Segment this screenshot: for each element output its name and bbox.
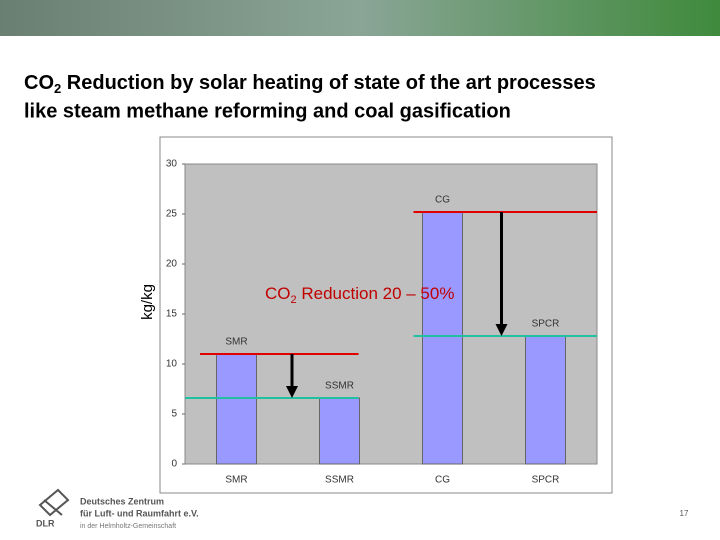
x-tick-label: SSMR — [325, 475, 354, 486]
reduction-arrowhead — [286, 386, 298, 398]
banner — [0, 0, 720, 36]
logo-text: DLR — [36, 518, 55, 528]
y-tick-label: 20 — [166, 259, 178, 270]
y-tick-label: 0 — [171, 459, 177, 470]
y-axis-label: kg/kg — [139, 284, 156, 320]
y-tick-label: 10 — [166, 359, 178, 370]
y-tick-label: 5 — [171, 409, 177, 420]
bar-label: SSMR — [325, 381, 354, 392]
bar-label: SPCR — [532, 319, 560, 330]
org-name: für Luft- und Raumfahrt e.V. — [80, 508, 199, 518]
bar-label: CG — [435, 195, 450, 206]
bar — [216, 353, 257, 465]
y-tick-label: 30 — [166, 159, 178, 170]
x-tick-label: SPCR — [532, 475, 560, 486]
org-name: Deutsches Zentrum — [80, 496, 164, 506]
x-tick-label: SMR — [225, 475, 247, 486]
bar — [422, 211, 463, 465]
annotation: CO2 Reduction 20 – 50% — [265, 284, 454, 305]
org-affiliation: in der Helmholtz-Gemeinschaft — [80, 523, 176, 530]
bar — [525, 335, 566, 465]
y-tick-label: 25 — [166, 209, 178, 220]
slide-title-line2: like steam methane reforming and coal ga… — [24, 100, 511, 122]
bar-label: SMR — [225, 337, 247, 348]
y-tick-label: 15 — [166, 309, 178, 320]
reduction-arrowhead — [495, 324, 508, 336]
slide-title: CO2 Reduction by solar heating of state … — [24, 72, 596, 96]
footer-logo: DLR Deutsches Zentrum für Luft- und Raum… — [36, 488, 199, 530]
logo-mark — [38, 488, 70, 517]
x-tick-label: CG — [435, 475, 450, 486]
page-number: 17 — [680, 509, 689, 518]
bar — [319, 397, 360, 465]
